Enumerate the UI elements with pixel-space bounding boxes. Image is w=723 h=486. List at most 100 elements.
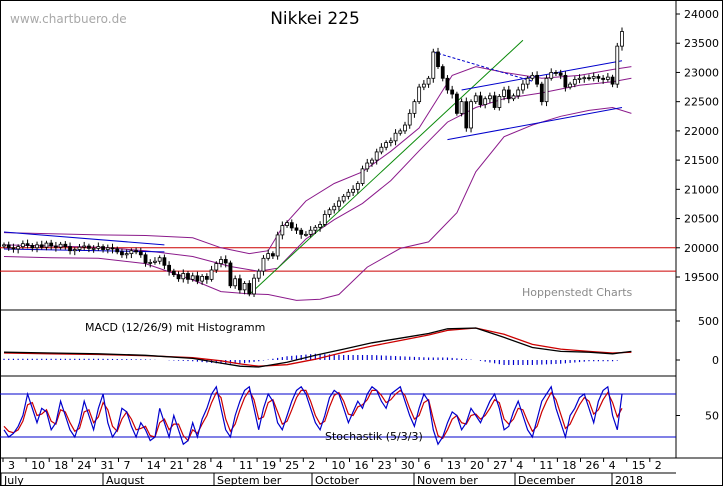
candle-body bbox=[195, 275, 200, 282]
candle-body bbox=[445, 77, 450, 91]
candle-body bbox=[370, 159, 374, 164]
x-tick-label: 3 bbox=[8, 459, 15, 472]
candle-body bbox=[105, 247, 110, 250]
candle-body bbox=[91, 247, 96, 250]
candle-body bbox=[403, 124, 407, 132]
candle-body bbox=[233, 278, 238, 287]
candle-body bbox=[365, 162, 370, 170]
x-tick-label: 15 bbox=[632, 459, 646, 472]
candle-body bbox=[181, 273, 186, 280]
upper-channel-line bbox=[461, 60, 623, 91]
candle-body bbox=[247, 283, 252, 295]
candle-body bbox=[605, 76, 610, 80]
candle-body bbox=[577, 77, 582, 80]
candle-body bbox=[35, 244, 39, 249]
candle-body bbox=[398, 130, 403, 134]
candle-body bbox=[87, 245, 91, 249]
x-tick-label: 30 bbox=[401, 459, 415, 472]
macd-panel: 0 500 MACD (12/26/9) mit Histogramm bbox=[3, 315, 719, 368]
candle-body bbox=[138, 251, 143, 256]
candle-body bbox=[483, 98, 488, 105]
candle-body bbox=[587, 77, 591, 80]
candle-body bbox=[209, 269, 214, 280]
candle-body bbox=[596, 76, 601, 79]
candle-body bbox=[322, 214, 327, 225]
candle-body bbox=[171, 270, 176, 276]
x-tick-label: 10 bbox=[31, 459, 45, 472]
candle-body bbox=[313, 226, 318, 231]
watermark: www.chartbuero.de bbox=[10, 12, 127, 26]
candle-body bbox=[341, 195, 346, 202]
stochastic-d-line bbox=[3, 389, 623, 442]
candle-body bbox=[393, 132, 398, 142]
candle-body bbox=[384, 142, 389, 148]
candle-body bbox=[157, 257, 162, 262]
candle-body bbox=[615, 45, 620, 85]
x-tick-label: 26 bbox=[586, 459, 600, 472]
x-tick-label: 4 bbox=[516, 459, 523, 472]
candle-body bbox=[412, 101, 417, 114]
price-tick-label: 23000 bbox=[684, 66, 719, 79]
candle-body bbox=[129, 250, 134, 255]
month-label: December bbox=[518, 474, 576, 486]
candle-body bbox=[591, 76, 596, 79]
candle-body bbox=[299, 229, 304, 235]
candle-body bbox=[101, 246, 105, 250]
candle-body bbox=[421, 83, 426, 88]
x-tick-label: 4 bbox=[609, 459, 616, 472]
candle-body bbox=[502, 89, 506, 97]
candle-body bbox=[25, 243, 30, 246]
chart-title: Nikkei 225 bbox=[270, 9, 360, 29]
month-label: Septem ber bbox=[217, 474, 282, 486]
macd-line bbox=[3, 327, 632, 368]
stochastic-tick-label: 50 bbox=[705, 410, 719, 423]
candle-body bbox=[20, 243, 25, 248]
candle-body bbox=[190, 275, 195, 280]
candle-body bbox=[572, 79, 577, 85]
candle-body bbox=[242, 283, 247, 291]
candle-body bbox=[407, 112, 412, 126]
candle-body bbox=[379, 146, 384, 153]
candle-body bbox=[49, 242, 54, 247]
candle-body bbox=[582, 77, 587, 80]
candle-body bbox=[120, 251, 124, 256]
candle-body bbox=[176, 274, 181, 280]
candle-body bbox=[360, 168, 365, 184]
candle-body bbox=[58, 243, 63, 248]
candle-body bbox=[544, 77, 549, 103]
candle-body bbox=[530, 74, 535, 79]
x-tick-label: 21 bbox=[170, 459, 184, 472]
candle-body bbox=[271, 253, 275, 257]
candle-body bbox=[200, 276, 205, 282]
candle-body bbox=[289, 222, 294, 229]
x-tick-label: 10 bbox=[331, 459, 345, 472]
x-tick-label: 19 bbox=[262, 459, 276, 472]
candle-body bbox=[511, 95, 516, 100]
candle-body bbox=[72, 249, 77, 252]
candle-body bbox=[464, 101, 469, 129]
month-label: July bbox=[3, 474, 24, 486]
candle-body bbox=[469, 101, 473, 129]
candle-body bbox=[318, 223, 322, 228]
month-label: October bbox=[315, 474, 359, 486]
macd-label: MACD (12/26/9) mit Histogramm bbox=[85, 321, 265, 334]
price-tick-label: 21500 bbox=[684, 154, 719, 167]
candle-body bbox=[143, 254, 148, 264]
candle-body bbox=[115, 248, 120, 253]
dashed-resistance-line bbox=[433, 51, 533, 82]
stochastic-label: Stochastik (5/3/3) bbox=[325, 430, 423, 443]
candle-body bbox=[497, 96, 502, 108]
candle-body bbox=[563, 74, 568, 88]
candle-body bbox=[6, 244, 11, 249]
descending-upper-line bbox=[3, 231, 165, 246]
candle-body bbox=[153, 260, 157, 263]
candle-body bbox=[568, 83, 573, 88]
candle-body bbox=[535, 74, 539, 85]
candle-body bbox=[610, 76, 615, 85]
price-tick-label: 23500 bbox=[684, 37, 719, 50]
candle-body bbox=[473, 95, 478, 103]
candle-body bbox=[30, 245, 35, 249]
candle-body bbox=[68, 246, 72, 252]
candle-body bbox=[525, 77, 530, 85]
